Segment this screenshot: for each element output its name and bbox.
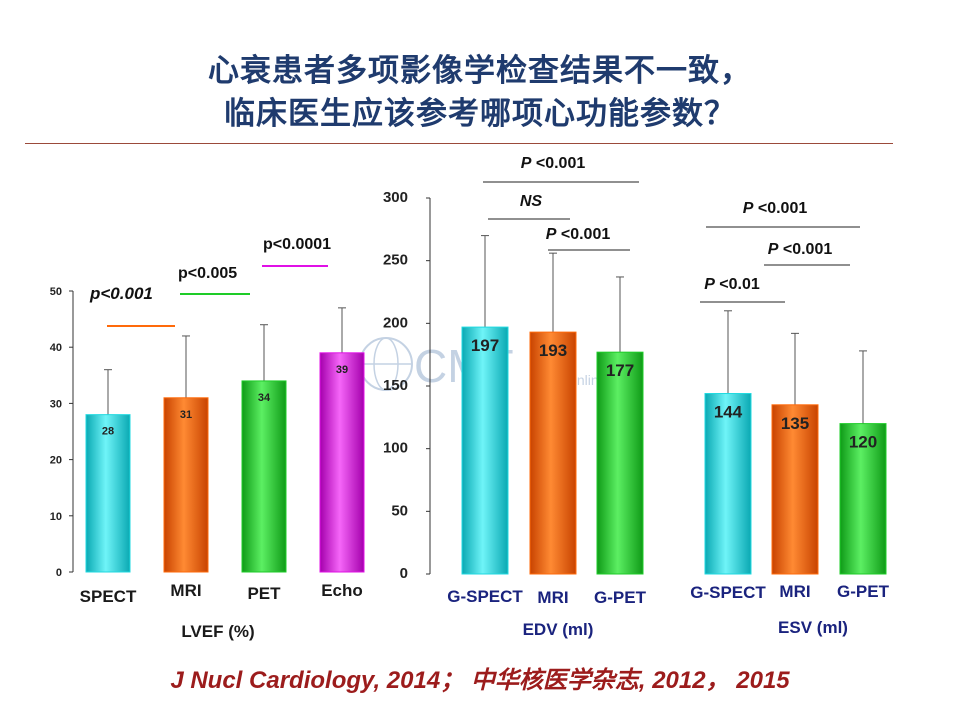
y-tick-label: 0 <box>56 567 62 579</box>
significance-label: P <0.001 <box>546 226 611 243</box>
bar-mri <box>163 397 209 573</box>
citation: J Nucl Cardiology, 2014； 中华核医学杂志, 2012， … <box>170 667 790 694</box>
category-label: G-SPECT <box>447 587 523 606</box>
category-label: PET <box>247 584 281 603</box>
bar-g-pet <box>596 351 644 575</box>
y-tick-label: 300 <box>383 189 408 206</box>
y-tick-label: 250 <box>383 252 408 269</box>
data-label: 177 <box>606 361 634 380</box>
data-label: 31 <box>180 409 192 421</box>
y-tick-label: 0 <box>400 565 408 582</box>
category-label: SPECT <box>80 587 137 606</box>
y-tick-label: 10 <box>50 511 62 523</box>
data-label: 120 <box>849 433 877 452</box>
chart-panel-1: 0 10 20 30 40 50 28 SPECT 31 MRI 34 PET 39 Echo LVEF (… <box>50 236 365 641</box>
significance-label: P <0.001 <box>743 200 808 217</box>
significance-label: p<0.005 <box>178 265 237 282</box>
bar-echo <box>319 352 365 573</box>
x-axis-label: EDV (ml) <box>523 620 594 639</box>
y-tick-label: 40 <box>50 342 62 354</box>
category-label: MRI <box>537 588 568 607</box>
y-tick-label: 30 <box>50 398 62 410</box>
bar-pet <box>241 380 287 573</box>
bar-g-spect <box>461 326 509 575</box>
title-divider <box>25 143 893 144</box>
x-axis-label: ESV (ml) <box>778 618 848 637</box>
bar-g-pet <box>839 423 887 575</box>
significance-label: NS <box>520 193 543 210</box>
y-tick-label: 20 <box>50 455 62 467</box>
category-label: Echo <box>321 581 363 600</box>
chart-panel-2: 0 50 100 150 200 250 300 197 G-SPECT 193 MRI 177 G-P… <box>383 155 647 639</box>
category-label: G-SPECT <box>690 583 766 602</box>
category-label: MRI <box>779 582 810 601</box>
bar-g-spect <box>704 393 752 575</box>
bar-spect <box>85 414 131 573</box>
significance-label: P <0.001 <box>521 155 586 172</box>
data-label: 197 <box>471 336 499 355</box>
slide-title-line2: 临床医生应该参考哪项心功能参数？ <box>224 96 736 132</box>
y-tick-label: 50 <box>50 286 62 298</box>
data-label: 34 <box>258 392 271 404</box>
data-label: 193 <box>539 341 567 360</box>
significance-label: p<0.001 <box>89 284 153 303</box>
y-tick-label: 150 <box>383 377 408 394</box>
category-label: MRI <box>170 581 201 600</box>
x-axis-label: LVEF (%) <box>181 622 254 641</box>
data-label: 135 <box>781 414 809 433</box>
y-tick-label: 100 <box>383 440 408 457</box>
slide-title-line1: 心衰患者多项影像学检查结果不一致， <box>208 53 752 89</box>
bar-mri <box>771 404 819 575</box>
category-label: G-PET <box>837 582 890 601</box>
bar-mri <box>529 331 577 575</box>
data-label: 144 <box>714 403 743 422</box>
y-tick-label: 50 <box>391 502 408 519</box>
data-label: 39 <box>336 364 348 376</box>
significance-label: P <0.01 <box>704 276 760 293</box>
chart-panel-3: 144 G-SPECT 135 MRI 120 G-PET ESV (ml) P <0.001… <box>690 200 889 637</box>
significance-label: p<0.0001 <box>263 236 331 253</box>
y-tick-label: 200 <box>383 314 408 331</box>
data-label: 28 <box>102 426 114 438</box>
significance-label: P <0.001 <box>768 241 833 258</box>
category-label: G-PET <box>594 588 647 607</box>
